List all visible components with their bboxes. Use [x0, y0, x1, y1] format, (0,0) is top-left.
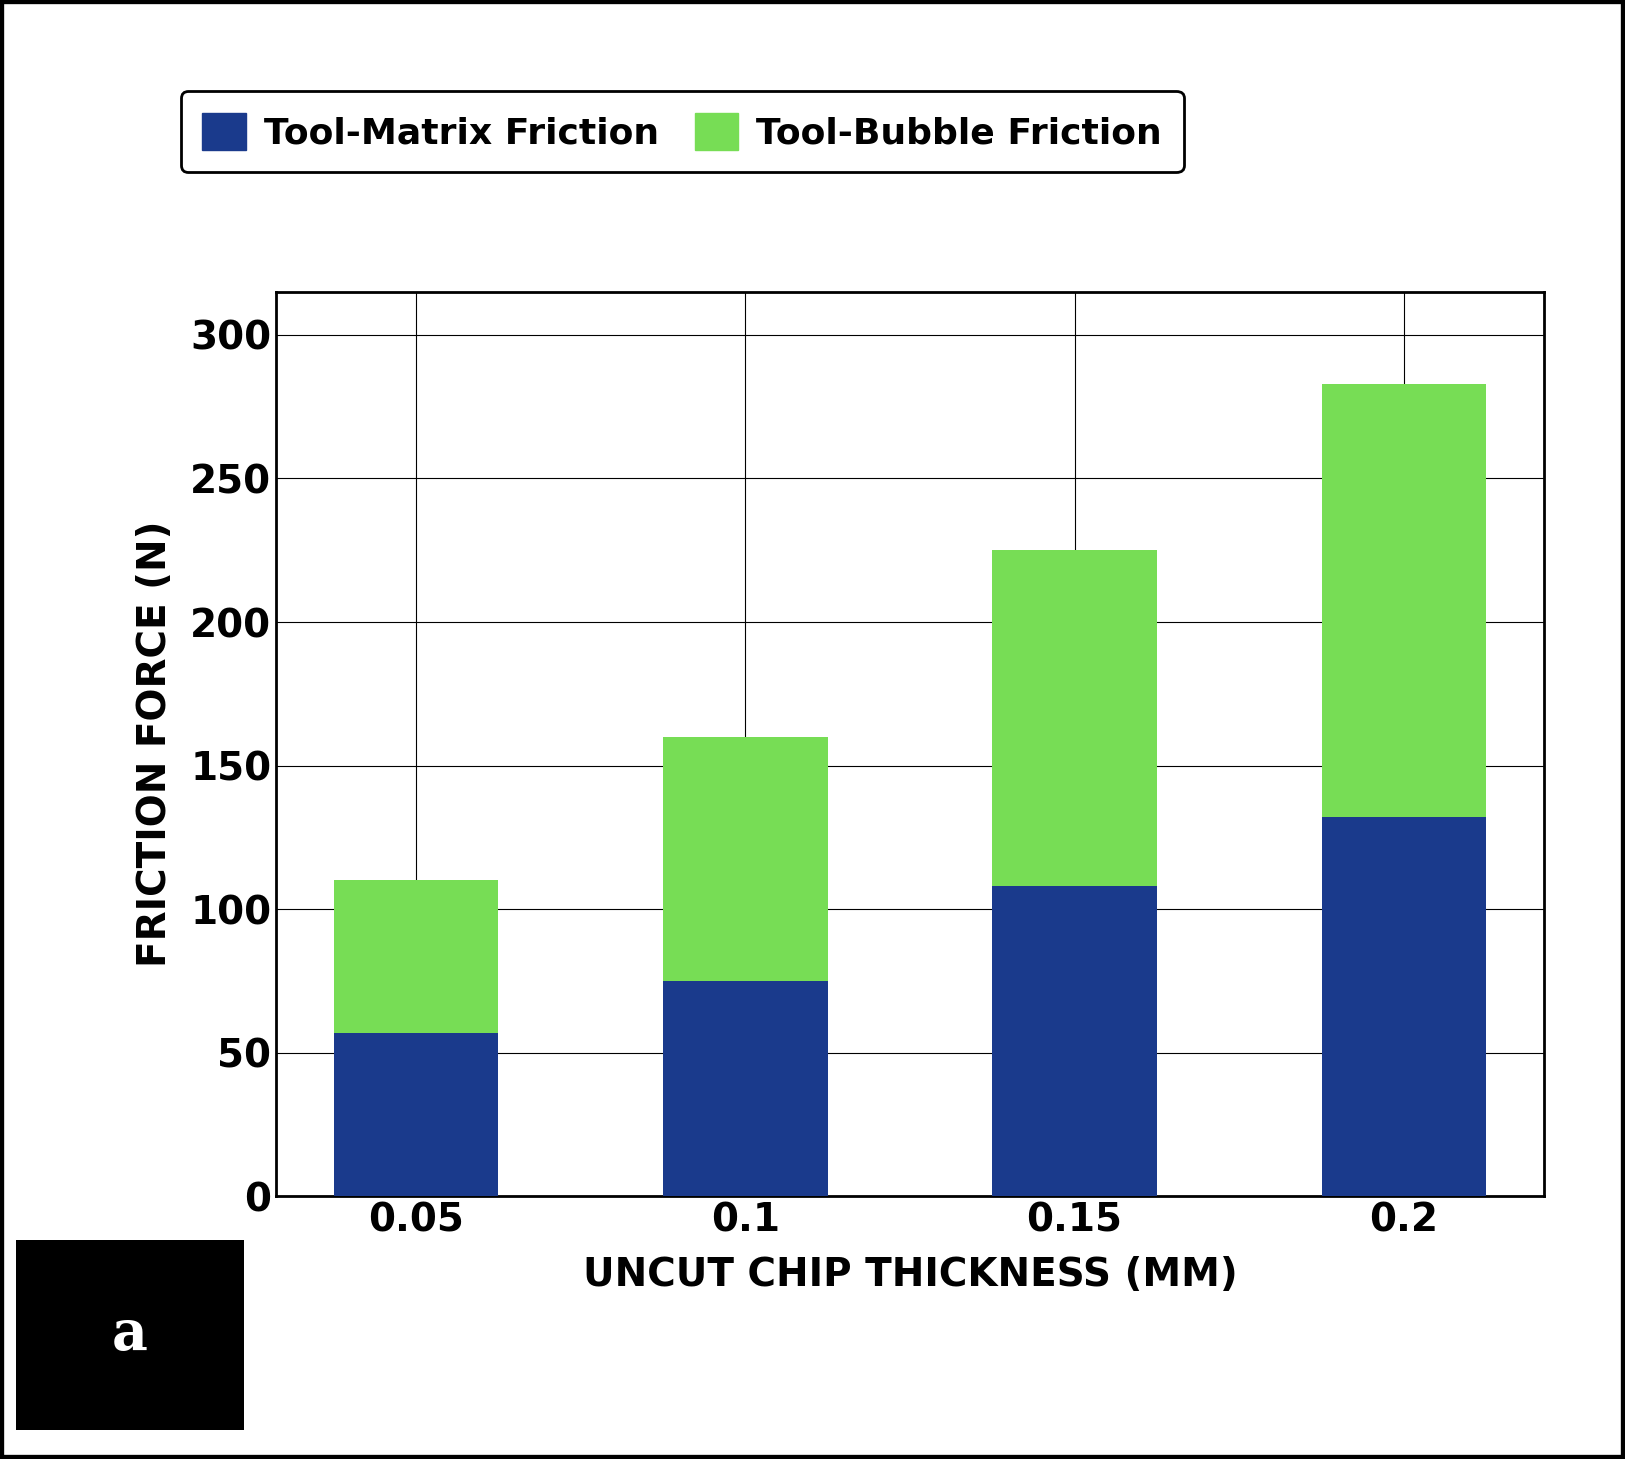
- Bar: [663, 980, 827, 1196]
- Bar: [663, 737, 827, 980]
- Legend: Tool-Matrix Friction, Tool-Bubble Friction: Tool-Matrix Friction, Tool-Bubble Fricti…: [180, 90, 1183, 172]
- Bar: [333, 1033, 499, 1196]
- X-axis label: UNCUT CHIP THICKNESS (MM): UNCUT CHIP THICKNESS (MM): [583, 1256, 1237, 1294]
- Text: a: a: [112, 1307, 148, 1363]
- Y-axis label: FRICTION FORCE (N): FRICTION FORCE (N): [135, 521, 174, 967]
- Bar: [993, 886, 1157, 1196]
- Bar: [1321, 817, 1487, 1196]
- Bar: [333, 880, 499, 1033]
- Bar: [1321, 384, 1487, 817]
- Bar: [993, 550, 1157, 886]
